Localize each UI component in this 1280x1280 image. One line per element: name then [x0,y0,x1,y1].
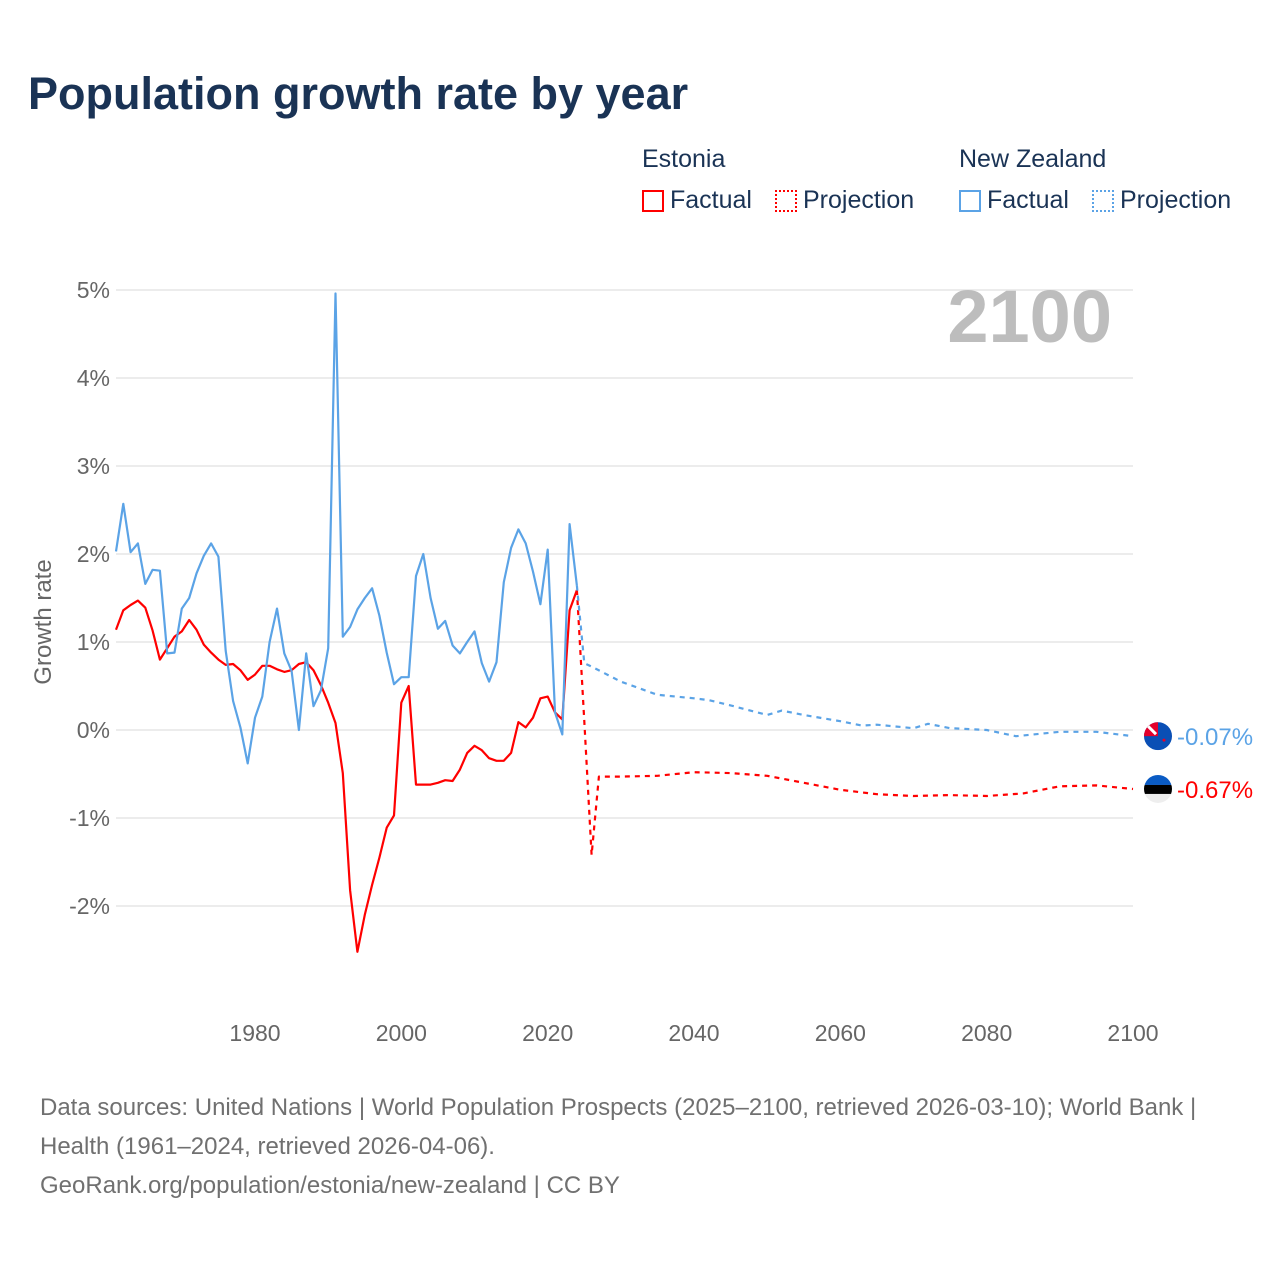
legend-label: Projection [1120,186,1232,214]
legend-group-estonia: Estonia [642,145,726,173]
end-marker-estonia: -0.67% [1144,774,1253,804]
legend-label: Projection [803,186,915,214]
legend-estonia-factual[interactable]: Factual [642,186,752,215]
legend-swatch-dotted [775,189,797,212]
y-tick-label: -1% [69,805,110,831]
chart-title: Population growth rate by year [28,68,689,119]
data-sources: Data sources: United Nations | World Pop… [40,1094,1197,1160]
series-line-new-zealand-factual [114,292,578,765]
estonia-flag-icon [1144,774,1172,803]
series-line-estonia-projection [575,590,1134,857]
legend-label: Factual [987,186,1069,214]
line-chart: 5% 4% 3% 2% 1% 0% -1% -2% 1980 2000 2020 2040 2060 20… [30,275,1253,1046]
flag-stripe-black [1144,784,1172,794]
y-tick-label: 2% [77,541,110,567]
y-tick-label: 5% [77,277,110,303]
series-line-estonia-factual [114,589,578,953]
end-value-label: -0.67% [1177,777,1253,804]
end-value-label: -0.07% [1177,724,1253,751]
y-tick-label: 4% [77,365,110,391]
legend-label: Factual [670,186,752,214]
legend-estonia-projection[interactable]: Projection [775,186,914,215]
x-tick-label: 1980 [229,1020,280,1046]
new-zealand-flag-icon [1144,722,1172,751]
flag-star [1162,738,1166,742]
y-tick-label: 3% [77,453,110,479]
y-tick-label: 0% [77,717,110,743]
y-axis-label: Growth rate [30,559,57,684]
source-link[interactable]: GeoRank.org/population/estonia/new-zeala… [40,1172,620,1199]
legend-group-new-zealand: New Zealand [959,145,1107,173]
legend-swatch-dotted [1092,189,1114,212]
y-tick-label: -2% [69,893,110,919]
x-tick-label: 2060 [815,1020,866,1046]
x-tick-label: 2040 [668,1020,719,1046]
current-year-label: 2100 [947,275,1112,358]
series-line-new-zealand-projection [575,585,1134,738]
flag-stripe-white [1144,793,1172,803]
legend-nz-factual[interactable]: Factual [959,186,1069,215]
flag-stripe-blue [1144,774,1172,785]
x-tick-label: 2100 [1107,1020,1158,1046]
footer: Data sources: United Nations | World Pop… [40,1088,1240,1205]
x-tick-label: 2080 [961,1020,1012,1046]
legend-nz-projection[interactable]: Projection [1092,186,1231,215]
x-tick-label: 2020 [522,1020,573,1046]
end-marker-new-zealand: -0.07% [1144,722,1253,751]
legend-swatch-solid [642,189,664,212]
legend-swatch-solid [959,189,981,212]
x-tick-label: 2000 [376,1020,427,1046]
y-tick-label: 1% [77,629,110,655]
